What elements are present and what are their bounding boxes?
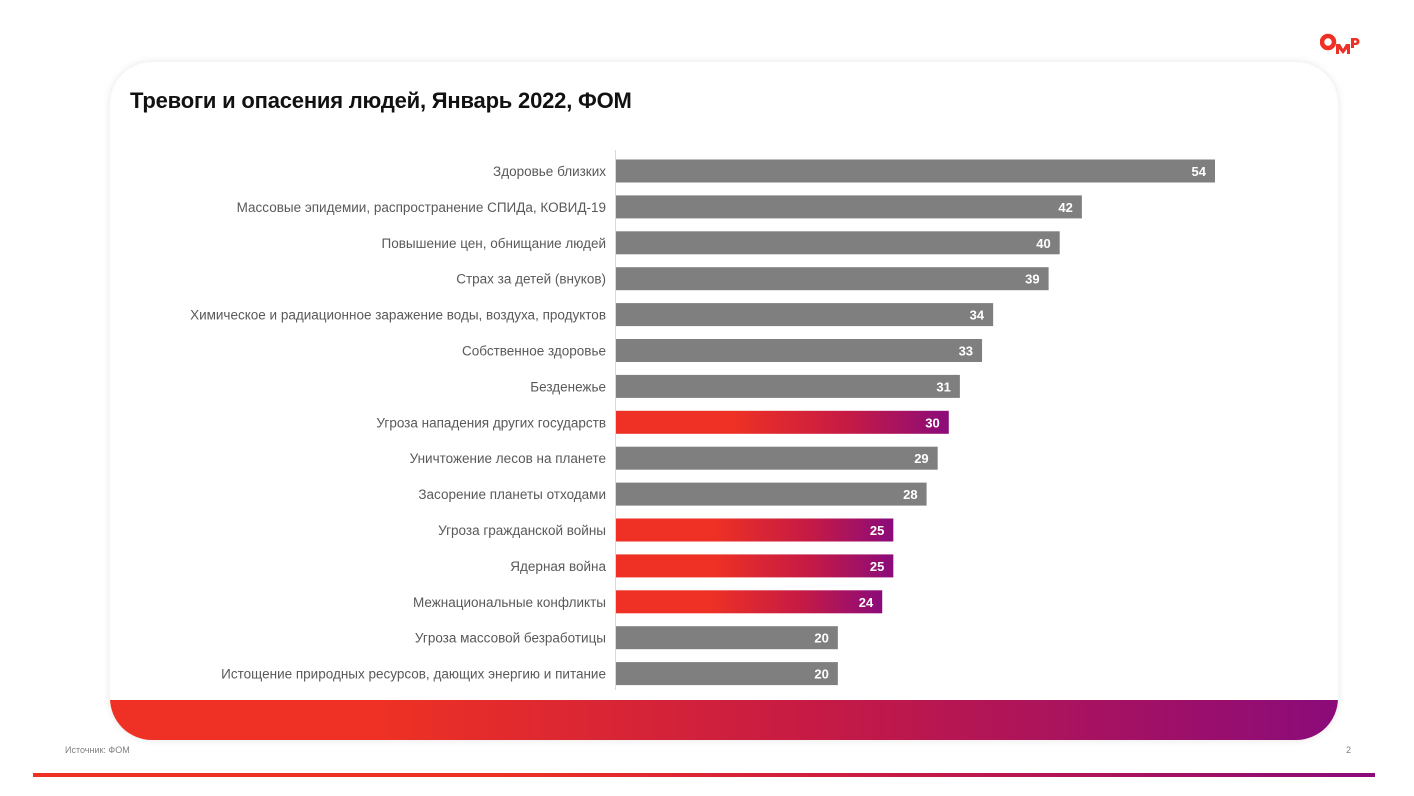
value-label: 54 bbox=[1192, 164, 1207, 179]
category-label: Страх за детей (внуков) bbox=[456, 272, 606, 287]
bar-highlighted bbox=[616, 590, 883, 614]
category-label: Здоровье близких bbox=[493, 164, 606, 179]
category-label: Ядерная война bbox=[510, 559, 606, 574]
bar bbox=[616, 374, 960, 398]
bottom-accent-line bbox=[33, 773, 1375, 777]
bar-row: Угроза нападения других государств 30 bbox=[376, 410, 949, 434]
category-label: Массовые эпидемии, распространение СПИДа… bbox=[237, 200, 606, 215]
bar-highlighted bbox=[616, 518, 894, 542]
value-label: 31 bbox=[936, 379, 950, 394]
value-label: 42 bbox=[1058, 200, 1072, 215]
bar bbox=[616, 446, 938, 470]
bar-chart: Здоровье близких 54 Массовые эпидемии, рас… bbox=[190, 150, 1215, 690]
value-label: 39 bbox=[1025, 272, 1039, 287]
category-label: Угроза массовой безработицы bbox=[415, 631, 606, 646]
value-label: 30 bbox=[925, 415, 939, 430]
source-note: Источник: ФОМ bbox=[65, 745, 130, 755]
category-label: Межнациональные конфликты bbox=[413, 595, 606, 610]
value-label: 33 bbox=[959, 344, 973, 359]
bar-row: Безденежье 31 bbox=[530, 374, 960, 398]
omr-logo bbox=[1320, 33, 1360, 54]
value-label: 25 bbox=[870, 523, 884, 538]
value-label: 40 bbox=[1036, 236, 1050, 251]
category-label: Повышение цен, обнищание людей bbox=[382, 236, 606, 251]
bar-row: Ядерная война 25 bbox=[510, 554, 894, 578]
bar-row: Засорение планеты отходами 28 bbox=[418, 482, 927, 506]
bar bbox=[616, 303, 994, 327]
bar bbox=[616, 231, 1060, 255]
bar bbox=[616, 195, 1082, 219]
bar bbox=[616, 662, 838, 686]
category-label: Уничтожение лесов на планете bbox=[410, 451, 606, 466]
slide-card: Тревоги и опасения людей, Январь 2022, Ф… bbox=[110, 62, 1338, 740]
category-label: Угроза нападения других государств bbox=[376, 415, 606, 430]
category-label: Химическое и радиационное заражение воды… bbox=[190, 308, 606, 323]
bar bbox=[616, 159, 1215, 183]
bar-highlighted bbox=[616, 410, 949, 434]
bar-row: Химическое и радиационное заражение воды… bbox=[190, 303, 994, 327]
category-label: Засорение планеты отходами bbox=[418, 487, 606, 502]
bar-row: Межнациональные конфликты 24 bbox=[413, 590, 883, 614]
gradient-band bbox=[110, 700, 1338, 740]
value-label: 28 bbox=[903, 487, 917, 502]
value-label: 20 bbox=[814, 631, 828, 646]
value-label: 24 bbox=[859, 595, 874, 610]
value-label: 25 bbox=[870, 559, 884, 574]
category-label: Собственное здоровье bbox=[462, 344, 606, 359]
bar bbox=[616, 626, 838, 650]
page-number: 2 bbox=[1346, 745, 1352, 755]
value-label: 34 bbox=[970, 308, 985, 323]
category-label: Угроза гражданской войны bbox=[438, 523, 606, 538]
bar bbox=[616, 482, 927, 506]
value-label: 29 bbox=[914, 451, 928, 466]
bar-row: Уничтожение лесов на планете 29 bbox=[410, 446, 938, 470]
bar-row: Угроза гражданской войны 25 bbox=[438, 518, 894, 542]
bar-row: Массовые эпидемии, распространение СПИДа… bbox=[237, 195, 1082, 219]
bar-row: Истощение природных ресурсов, дающих эне… bbox=[221, 662, 838, 686]
bar-row: Угроза массовой безработицы 20 bbox=[415, 626, 838, 650]
bar-highlighted bbox=[616, 554, 894, 578]
category-label: Истощение природных ресурсов, дающих эне… bbox=[221, 667, 606, 682]
bar bbox=[616, 267, 1049, 291]
bar-row: Повышение цен, обнищание людей 40 bbox=[382, 231, 1060, 255]
chart-title: Тревоги и опасения людей, Январь 2022, Ф… bbox=[130, 88, 632, 113]
value-label: 20 bbox=[814, 667, 828, 682]
category-label: Безденежье bbox=[530, 379, 606, 394]
bar-row: Страх за детей (внуков) 39 bbox=[456, 267, 1049, 291]
bar-row: Здоровье близких 54 bbox=[493, 159, 1215, 183]
bar bbox=[616, 339, 983, 362]
bar-row: Собственное здоровье 33 bbox=[462, 339, 983, 362]
